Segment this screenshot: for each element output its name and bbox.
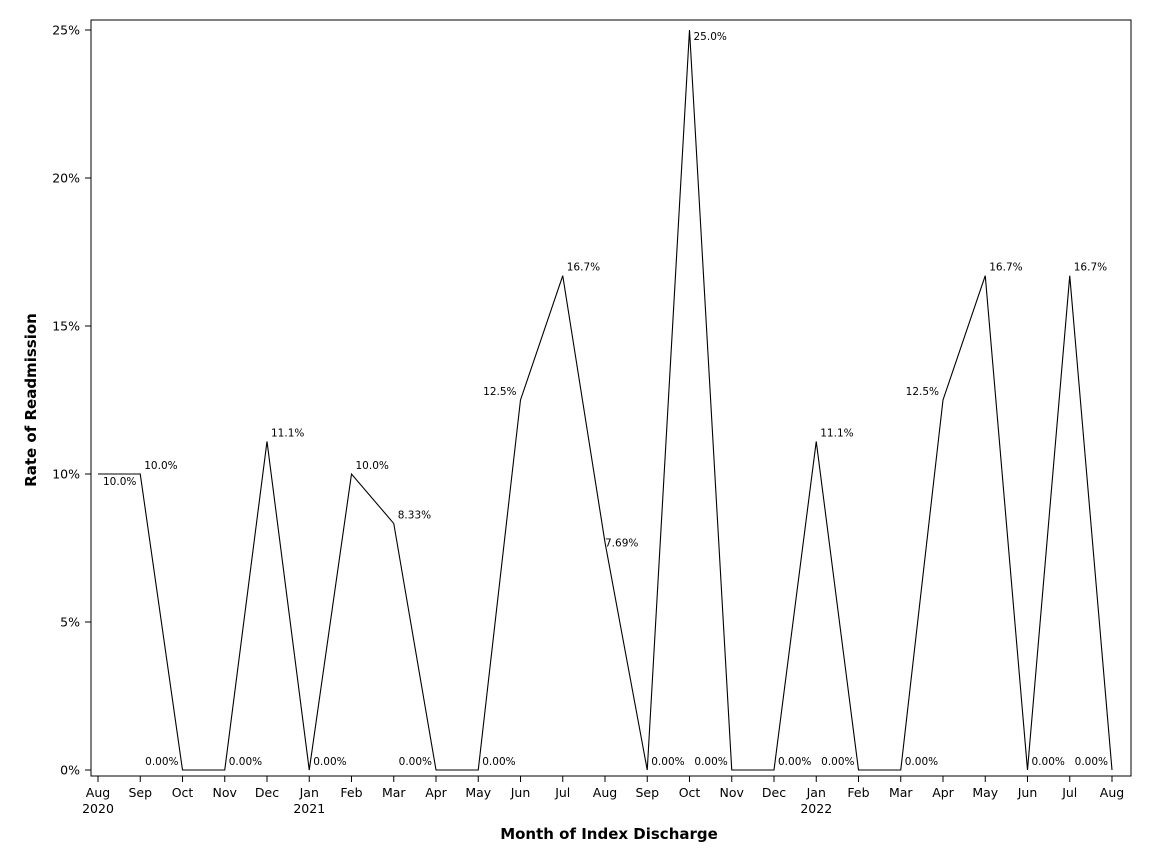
data-label: 0.00% <box>399 756 432 768</box>
data-label: 0.00% <box>1075 756 1108 768</box>
data-label: 0.00% <box>482 756 515 768</box>
x-tick-label: Apr <box>932 785 954 800</box>
x-tick-label: Jul <box>554 785 570 800</box>
x-tick-label: Oct <box>679 785 701 800</box>
x-tick-label: May <box>972 785 998 800</box>
data-label: 11.1% <box>820 427 853 439</box>
data-label: 25.0% <box>694 31 727 43</box>
x-tick-label: Sep <box>635 785 659 800</box>
x-tick-year-label: 2020 <box>82 801 114 816</box>
y-tick-label: 25% <box>52 23 80 38</box>
x-tick-label: Aug <box>1100 785 1124 800</box>
x-tick-label: Dec <box>762 785 786 800</box>
data-label: 7.69% <box>605 537 638 549</box>
y-tick-label: 20% <box>52 171 80 186</box>
x-tick-label: May <box>465 785 491 800</box>
data-label: 0.00% <box>694 756 727 768</box>
series-line <box>98 29 1113 771</box>
x-tick-label: Sep <box>128 785 152 800</box>
x-tick-label: Nov <box>720 785 745 800</box>
data-label: 0.00% <box>821 756 854 768</box>
y-tick-label: 15% <box>52 319 80 334</box>
data-label: 8.33% <box>398 509 431 521</box>
x-tick-label: Feb <box>847 785 869 800</box>
x-tick-year-label: 2022 <box>800 801 832 816</box>
y-tick-label: 0% <box>60 763 80 778</box>
x-tick-label: Dec <box>255 785 279 800</box>
x-tick-label: Mar <box>382 785 406 800</box>
x-tick-label: Nov <box>213 785 238 800</box>
data-labels: 10.0% 10.0% 0.00% 0.00% 11.1% 0.00% 10.0% 8.33%… <box>103 31 1108 768</box>
data-label: 10.0% <box>144 460 177 472</box>
data-label: 12.5% <box>483 386 516 398</box>
data-label: 16.7% <box>567 262 600 274</box>
x-tick-label: Oct <box>172 785 194 800</box>
x-tick-label: Jan <box>299 785 319 800</box>
data-label: 0.00% <box>1032 756 1065 768</box>
y-tick-label: 5% <box>60 615 80 630</box>
x-tick-label: Aug <box>593 785 617 800</box>
data-label: 10.0% <box>103 476 136 488</box>
data-label: 16.7% <box>1074 262 1107 274</box>
x-tick-year-label: 2021 <box>293 801 325 816</box>
x-tick-label: Jun <box>1017 785 1038 800</box>
y-tick-label: 10% <box>52 467 80 482</box>
data-label: 11.1% <box>271 427 304 439</box>
data-label: 0.00% <box>313 756 346 768</box>
data-label: 12.5% <box>906 386 939 398</box>
x-axis-title: Month of Index Discharge <box>500 825 718 843</box>
y-axis: 0% 5% 10% 15% 20% 25% <box>52 23 91 778</box>
y-axis-title: Rate of Readmission <box>22 313 40 487</box>
x-tick-label: Jul <box>1061 785 1077 800</box>
x-tick-label: Aug <box>86 785 110 800</box>
x-tick-label: Feb <box>340 785 362 800</box>
data-label: 0.00% <box>651 756 684 768</box>
x-tick-label: Jun <box>510 785 531 800</box>
data-label: 0.00% <box>229 756 262 768</box>
x-tick-label: Apr <box>425 785 447 800</box>
x-tick-label: Jan <box>806 785 826 800</box>
data-label: 0.00% <box>778 756 811 768</box>
data-label: 0.00% <box>145 756 178 768</box>
data-label: 0.00% <box>905 756 938 768</box>
data-label: 10.0% <box>356 460 389 472</box>
data-label: 16.7% <box>989 262 1022 274</box>
plot-frame <box>90 19 1132 777</box>
x-tick-label: Mar <box>889 785 913 800</box>
